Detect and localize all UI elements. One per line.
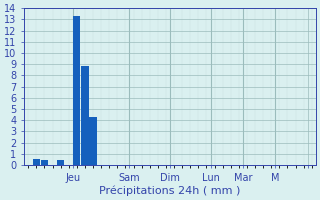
X-axis label: Précipitations 24h ( mm ): Précipitations 24h ( mm ) bbox=[99, 185, 241, 196]
Bar bbox=[57, 160, 64, 165]
Bar bbox=[41, 160, 48, 165]
Bar bbox=[81, 66, 89, 165]
Bar bbox=[33, 159, 40, 165]
Bar bbox=[89, 117, 97, 165]
Bar bbox=[73, 16, 81, 165]
